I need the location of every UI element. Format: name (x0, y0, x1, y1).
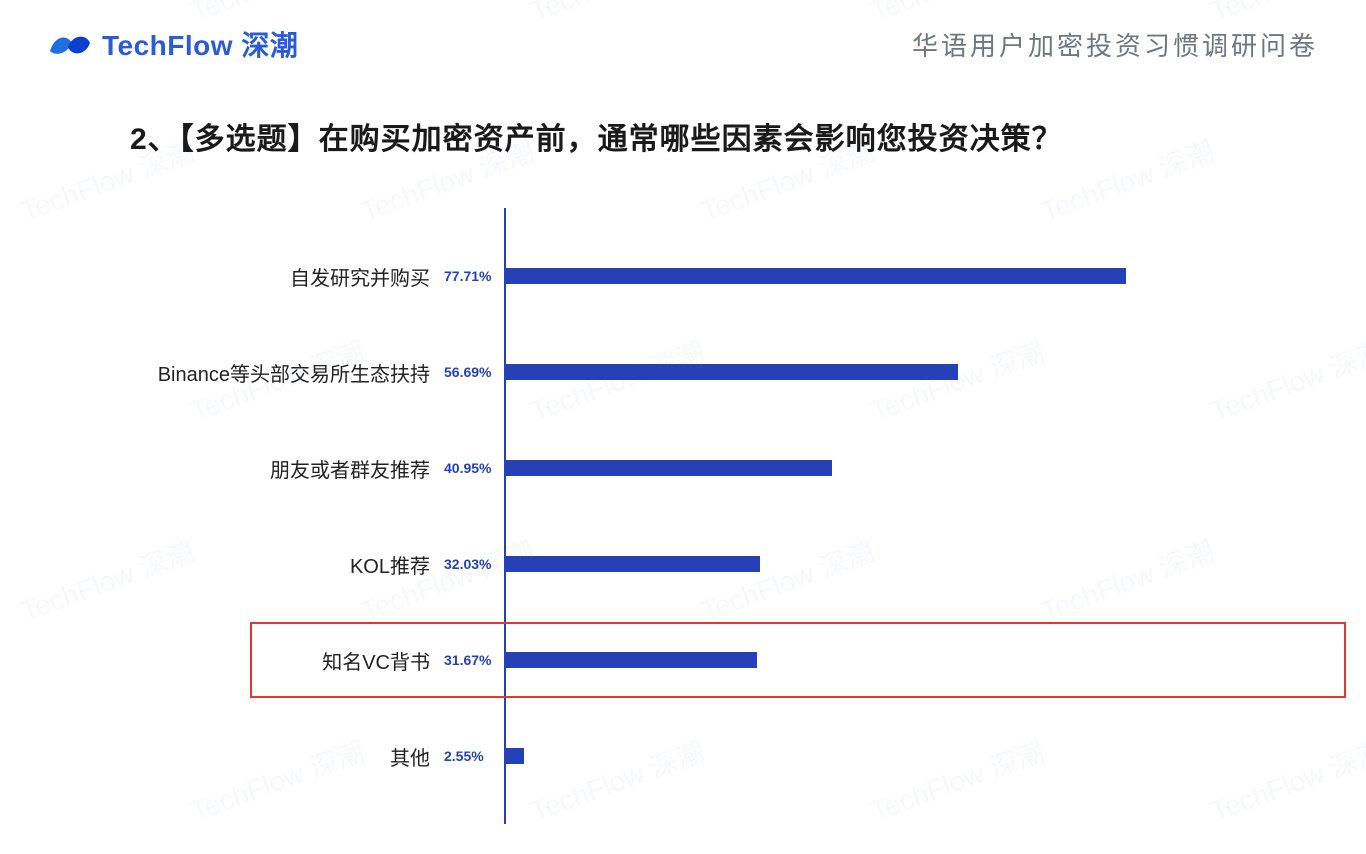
bar-fill (504, 460, 832, 476)
question-title: 2、【多选题】在购买加密资产前，通常哪些因素会影响您投资决策？ (0, 74, 1366, 178)
chart-row: 其他2.55% (60, 708, 1306, 804)
chart-row: Binance等头部交易所生态扶持56.69% (60, 324, 1306, 420)
bar-fill (504, 364, 958, 380)
bar-label: 自发研究并购买 (60, 262, 440, 291)
bar-track (504, 228, 1306, 324)
bar-track (504, 516, 1306, 612)
brand: TechFlow 深潮 (48, 24, 298, 64)
bar-label: 其他 (60, 742, 440, 771)
chart-row: 知名VC背书31.67% (60, 612, 1306, 708)
bar-percent: 40.95% (440, 460, 504, 476)
bar-track (504, 324, 1306, 420)
bar-label: 知名VC背书 (60, 646, 440, 675)
bar-track (504, 420, 1306, 516)
bar-percent: 2.55% (440, 748, 504, 764)
bar-fill (504, 748, 524, 764)
brand-name: TechFlow 深潮 (102, 24, 298, 64)
brand-logo-icon (48, 29, 92, 59)
bar-track (504, 708, 1306, 804)
bar-percent: 56.69% (440, 364, 504, 380)
bar-percent: 31.67% (440, 652, 504, 668)
y-axis-line (504, 208, 506, 824)
header-subtitle: 华语用户加密投资习惯调研问卷 (912, 26, 1318, 63)
bar-percent: 32.03% (440, 556, 504, 572)
bar-label: 朋友或者群友推荐 (60, 454, 440, 483)
chart-container: 自发研究并购买77.71%Binance等头部交易所生态扶持56.69%朋友或者… (0, 178, 1366, 804)
bar-percent: 77.71% (440, 268, 504, 284)
chart-row: 朋友或者群友推荐40.95% (60, 420, 1306, 516)
bar-label: KOL推荐 (60, 550, 440, 579)
bar-track (504, 612, 1306, 708)
bar-fill (504, 268, 1126, 284)
bar-fill (504, 652, 757, 668)
bar-label: Binance等头部交易所生态扶持 (60, 358, 440, 387)
chart-row: KOL推荐32.03% (60, 516, 1306, 612)
bar-chart: 自发研究并购买77.71%Binance等头部交易所生态扶持56.69%朋友或者… (60, 228, 1306, 804)
chart-row: 自发研究并购买77.71% (60, 228, 1306, 324)
header: TechFlow 深潮 华语用户加密投资习惯调研问卷 (0, 0, 1366, 74)
bar-fill (504, 556, 760, 572)
